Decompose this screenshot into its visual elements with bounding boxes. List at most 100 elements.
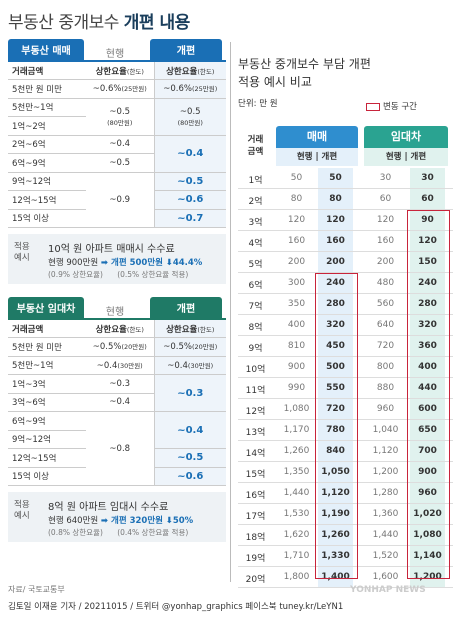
table-row: 17억 1,530 1,190 1,360 1,020 bbox=[238, 504, 453, 525]
table-cell: 880 bbox=[376, 383, 395, 393]
table-row: 20억 1,800 1,400 1,600 1,200 bbox=[238, 567, 453, 588]
sale-example: 적용 예시 10억 원 아파트 매매시 수수료 현행 900만원 ➡ 개편 50… bbox=[8, 234, 226, 284]
table-cell: 60 bbox=[379, 194, 392, 204]
table-row: 13억 1,170 780 1,040 650 bbox=[238, 420, 453, 441]
sale-tag: 부동산 매매 bbox=[8, 39, 84, 60]
table-cell: 160 bbox=[376, 236, 395, 246]
table-cell: 600 bbox=[410, 399, 445, 419]
credit-line: 김토일 이재윤 기자 / 20211015 / 트위터 @yonhap_grap… bbox=[8, 602, 344, 612]
unit-label: 단위: 만 원 bbox=[238, 99, 278, 109]
table-row: 7억 350 280 560 280 bbox=[238, 294, 453, 315]
row-header: 거래 금액 bbox=[247, 135, 264, 157]
rent-table: 거래금액 상한요율(한도) 상한요율(한도) 5천만 원 미만 ~0.5%(20만원)… bbox=[8, 318, 226, 486]
table-cell: 120 bbox=[410, 231, 445, 251]
table-row: 10억 900 500 800 400 bbox=[238, 357, 453, 378]
table-cell: 990 bbox=[287, 383, 306, 393]
table-row: 1억 50 50 30 30 bbox=[238, 168, 453, 189]
rent-change-box bbox=[407, 210, 450, 579]
group-rent: 임대차 bbox=[364, 126, 448, 148]
table-cell: 650 bbox=[410, 420, 445, 440]
table-cell: 1,440 bbox=[372, 530, 399, 540]
table-cell: 1,260 bbox=[283, 446, 310, 456]
table-row: 9억 810 450 720 360 bbox=[238, 336, 453, 357]
table-cell: 50 bbox=[290, 173, 303, 183]
row-amount: 4억 bbox=[248, 239, 263, 249]
table-cell: 960 bbox=[376, 404, 395, 414]
row-amount: 5억 bbox=[248, 260, 263, 270]
table-cell: 400 bbox=[410, 357, 445, 377]
legend-box-icon bbox=[366, 102, 380, 111]
table-cell: 1,600 bbox=[372, 572, 399, 582]
table-cell: 720 bbox=[376, 341, 395, 351]
sale-new-header: 개편 bbox=[150, 39, 222, 60]
table-cell: 320 bbox=[410, 315, 445, 335]
row-amount: 10억 bbox=[245, 365, 266, 375]
table-cell: 700 bbox=[410, 441, 445, 461]
table-cell: 1,140 bbox=[410, 546, 445, 566]
table-row: 16억 1,440 1,120 1,280 960 bbox=[238, 483, 453, 504]
table-cell: 320 bbox=[318, 315, 353, 335]
table-cell: 60 bbox=[410, 189, 445, 209]
sale-table: 거래금액 상한요율(한도) 상한요율(한도) 5천만 원 미만 ~0.6%(25만원)… bbox=[8, 60, 226, 228]
table-cell: 1,440 bbox=[283, 488, 310, 498]
table-cell: 1,360 bbox=[372, 509, 399, 519]
table-cell: 360 bbox=[410, 336, 445, 356]
table-cell: 240 bbox=[318, 273, 353, 293]
table-cell: 780 bbox=[318, 420, 353, 440]
table-row: 2억 80 80 60 60 bbox=[238, 189, 453, 210]
row-amount: 14억 bbox=[245, 449, 266, 459]
row-amount: 1억 bbox=[248, 176, 263, 186]
row-amount: 7억 bbox=[248, 302, 263, 312]
table-cell: 30 bbox=[379, 173, 392, 183]
table-cell: 840 bbox=[318, 441, 353, 461]
table-cell: 350 bbox=[287, 299, 306, 309]
row-amount: 20억 bbox=[245, 575, 266, 585]
table-row: 12억 1,080 720 960 600 bbox=[238, 399, 453, 420]
compare-subtitle: 적용 예시 비교 bbox=[238, 75, 312, 89]
table-cell: 120 bbox=[376, 215, 395, 225]
table-cell: 810 bbox=[287, 341, 306, 351]
table-cell: 1,800 bbox=[283, 572, 310, 582]
table-cell: 300 bbox=[287, 278, 306, 288]
rent-tag: 부동산 임대차 bbox=[8, 297, 84, 318]
table-cell: 160 bbox=[287, 236, 306, 246]
compare-title: 부동산 중개보수 부담 개편 bbox=[238, 57, 371, 71]
table-cell: 30 bbox=[410, 168, 445, 188]
rent-subheader: 현행 | 개편 bbox=[364, 148, 448, 166]
table-cell: 1,080 bbox=[283, 404, 310, 414]
page-title: 부동산 중개보수 개편 내용 bbox=[8, 13, 190, 33]
table-cell: 150 bbox=[410, 252, 445, 272]
row-amount: 12억 bbox=[245, 407, 266, 417]
sale-current-header: 현행 bbox=[105, 49, 125, 60]
table-cell: 200 bbox=[287, 257, 306, 267]
table-cell: 1,350 bbox=[283, 467, 310, 477]
table-cell: 1,120 bbox=[318, 483, 353, 503]
table-cell: 1,080 bbox=[410, 525, 445, 545]
table-cell: 640 bbox=[376, 320, 395, 330]
table-row: 4억 160 160 160 120 bbox=[238, 231, 453, 252]
row-amount: 19억 bbox=[245, 554, 266, 564]
table-row: 5억 200 200 200 150 bbox=[238, 252, 453, 273]
row-amount: 15억 bbox=[245, 470, 266, 480]
table-cell: 1,120 bbox=[372, 446, 399, 456]
table-cell: 1,200 bbox=[372, 467, 399, 477]
table-row: 15억 1,350 1,050 1,200 900 bbox=[238, 462, 453, 483]
table-cell: 160 bbox=[318, 231, 353, 251]
table-cell: 440 bbox=[410, 378, 445, 398]
row-amount: 16억 bbox=[245, 491, 266, 501]
table-row: 6억 300 240 480 240 bbox=[238, 273, 453, 294]
table-cell: 550 bbox=[318, 378, 353, 398]
source-note: 자료/ 국토교통부 bbox=[8, 585, 65, 594]
table-cell: 1,190 bbox=[318, 504, 353, 524]
table-cell: 80 bbox=[290, 194, 303, 204]
rent-new-header: 개편 bbox=[150, 297, 222, 318]
table-cell: 1,020 bbox=[410, 504, 445, 524]
table-cell: 1,400 bbox=[318, 567, 353, 587]
row-amount: 9억 bbox=[248, 344, 263, 354]
table-cell: 200 bbox=[376, 257, 395, 267]
table-cell: 1,330 bbox=[318, 546, 353, 566]
table-cell: 1,620 bbox=[283, 530, 310, 540]
row-amount: 2억 bbox=[248, 197, 263, 207]
table-cell: 50 bbox=[318, 168, 353, 188]
legend: 변동 구간 bbox=[366, 100, 417, 112]
